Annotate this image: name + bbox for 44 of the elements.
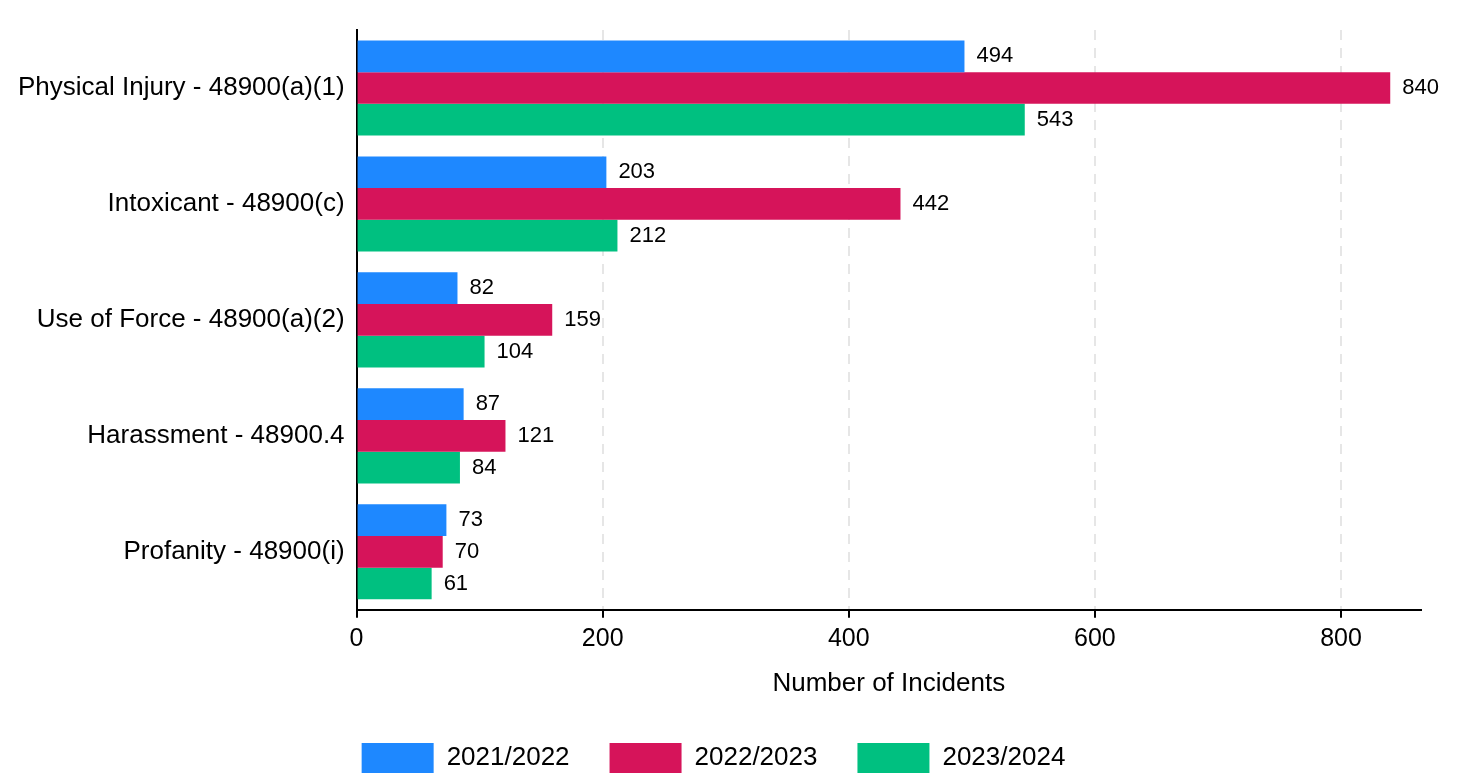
data-label: 73 [458,506,483,532]
data-label: 104 [496,337,534,363]
bar [357,535,443,568]
data-label: 494 [976,42,1014,68]
x-axis-title: Number of Incidents [772,666,1006,697]
bar [357,103,1025,136]
data-label: 212 [629,221,667,247]
y-tick-label: Harassment - 48900.4 [87,419,345,450]
bar [357,451,460,484]
y-tick-label: Physical Injury - 48900(a)(1) [18,71,345,102]
data-label: 159 [564,305,601,331]
data-label: 61 [443,569,469,595]
bar [357,335,485,368]
legend-label: 2023/2024 [942,741,1066,772]
data-label: 442 [912,190,950,215]
x-tick-label: 200 [581,622,624,651]
legend-label: 2022/2023 [694,741,818,772]
data-label: 84 [471,453,497,479]
y-tick-label: Profanity - 48900(i) [123,534,345,565]
bar [357,272,458,305]
data-label: 82 [469,274,494,300]
data-label: 840 [1402,74,1439,100]
bar [357,219,618,252]
y-tick-label: Use of Force - 48900(a)(2) [36,303,345,334]
bar [357,156,607,189]
x-tick-label: 400 [827,622,870,651]
bar [357,72,1391,104]
bar [357,188,901,220]
data-label: 87 [475,390,501,416]
data-label: 203 [618,158,656,184]
data-label: 543 [1036,105,1074,131]
bar [357,304,553,336]
x-tick-label: 600 [1074,622,1116,651]
bar [357,567,432,600]
y-tick-label: Intoxicant - 48900(c) [107,187,345,218]
legend-label: 2021/2022 [446,741,570,772]
data-label: 121 [517,421,555,447]
data-label: 70 [454,537,480,563]
x-tick-label: 0 [349,622,364,651]
bar [357,388,464,421]
bar [357,420,506,452]
x-tick-label: 800 [1320,622,1362,651]
bar [357,40,965,73]
bar [357,504,447,536]
